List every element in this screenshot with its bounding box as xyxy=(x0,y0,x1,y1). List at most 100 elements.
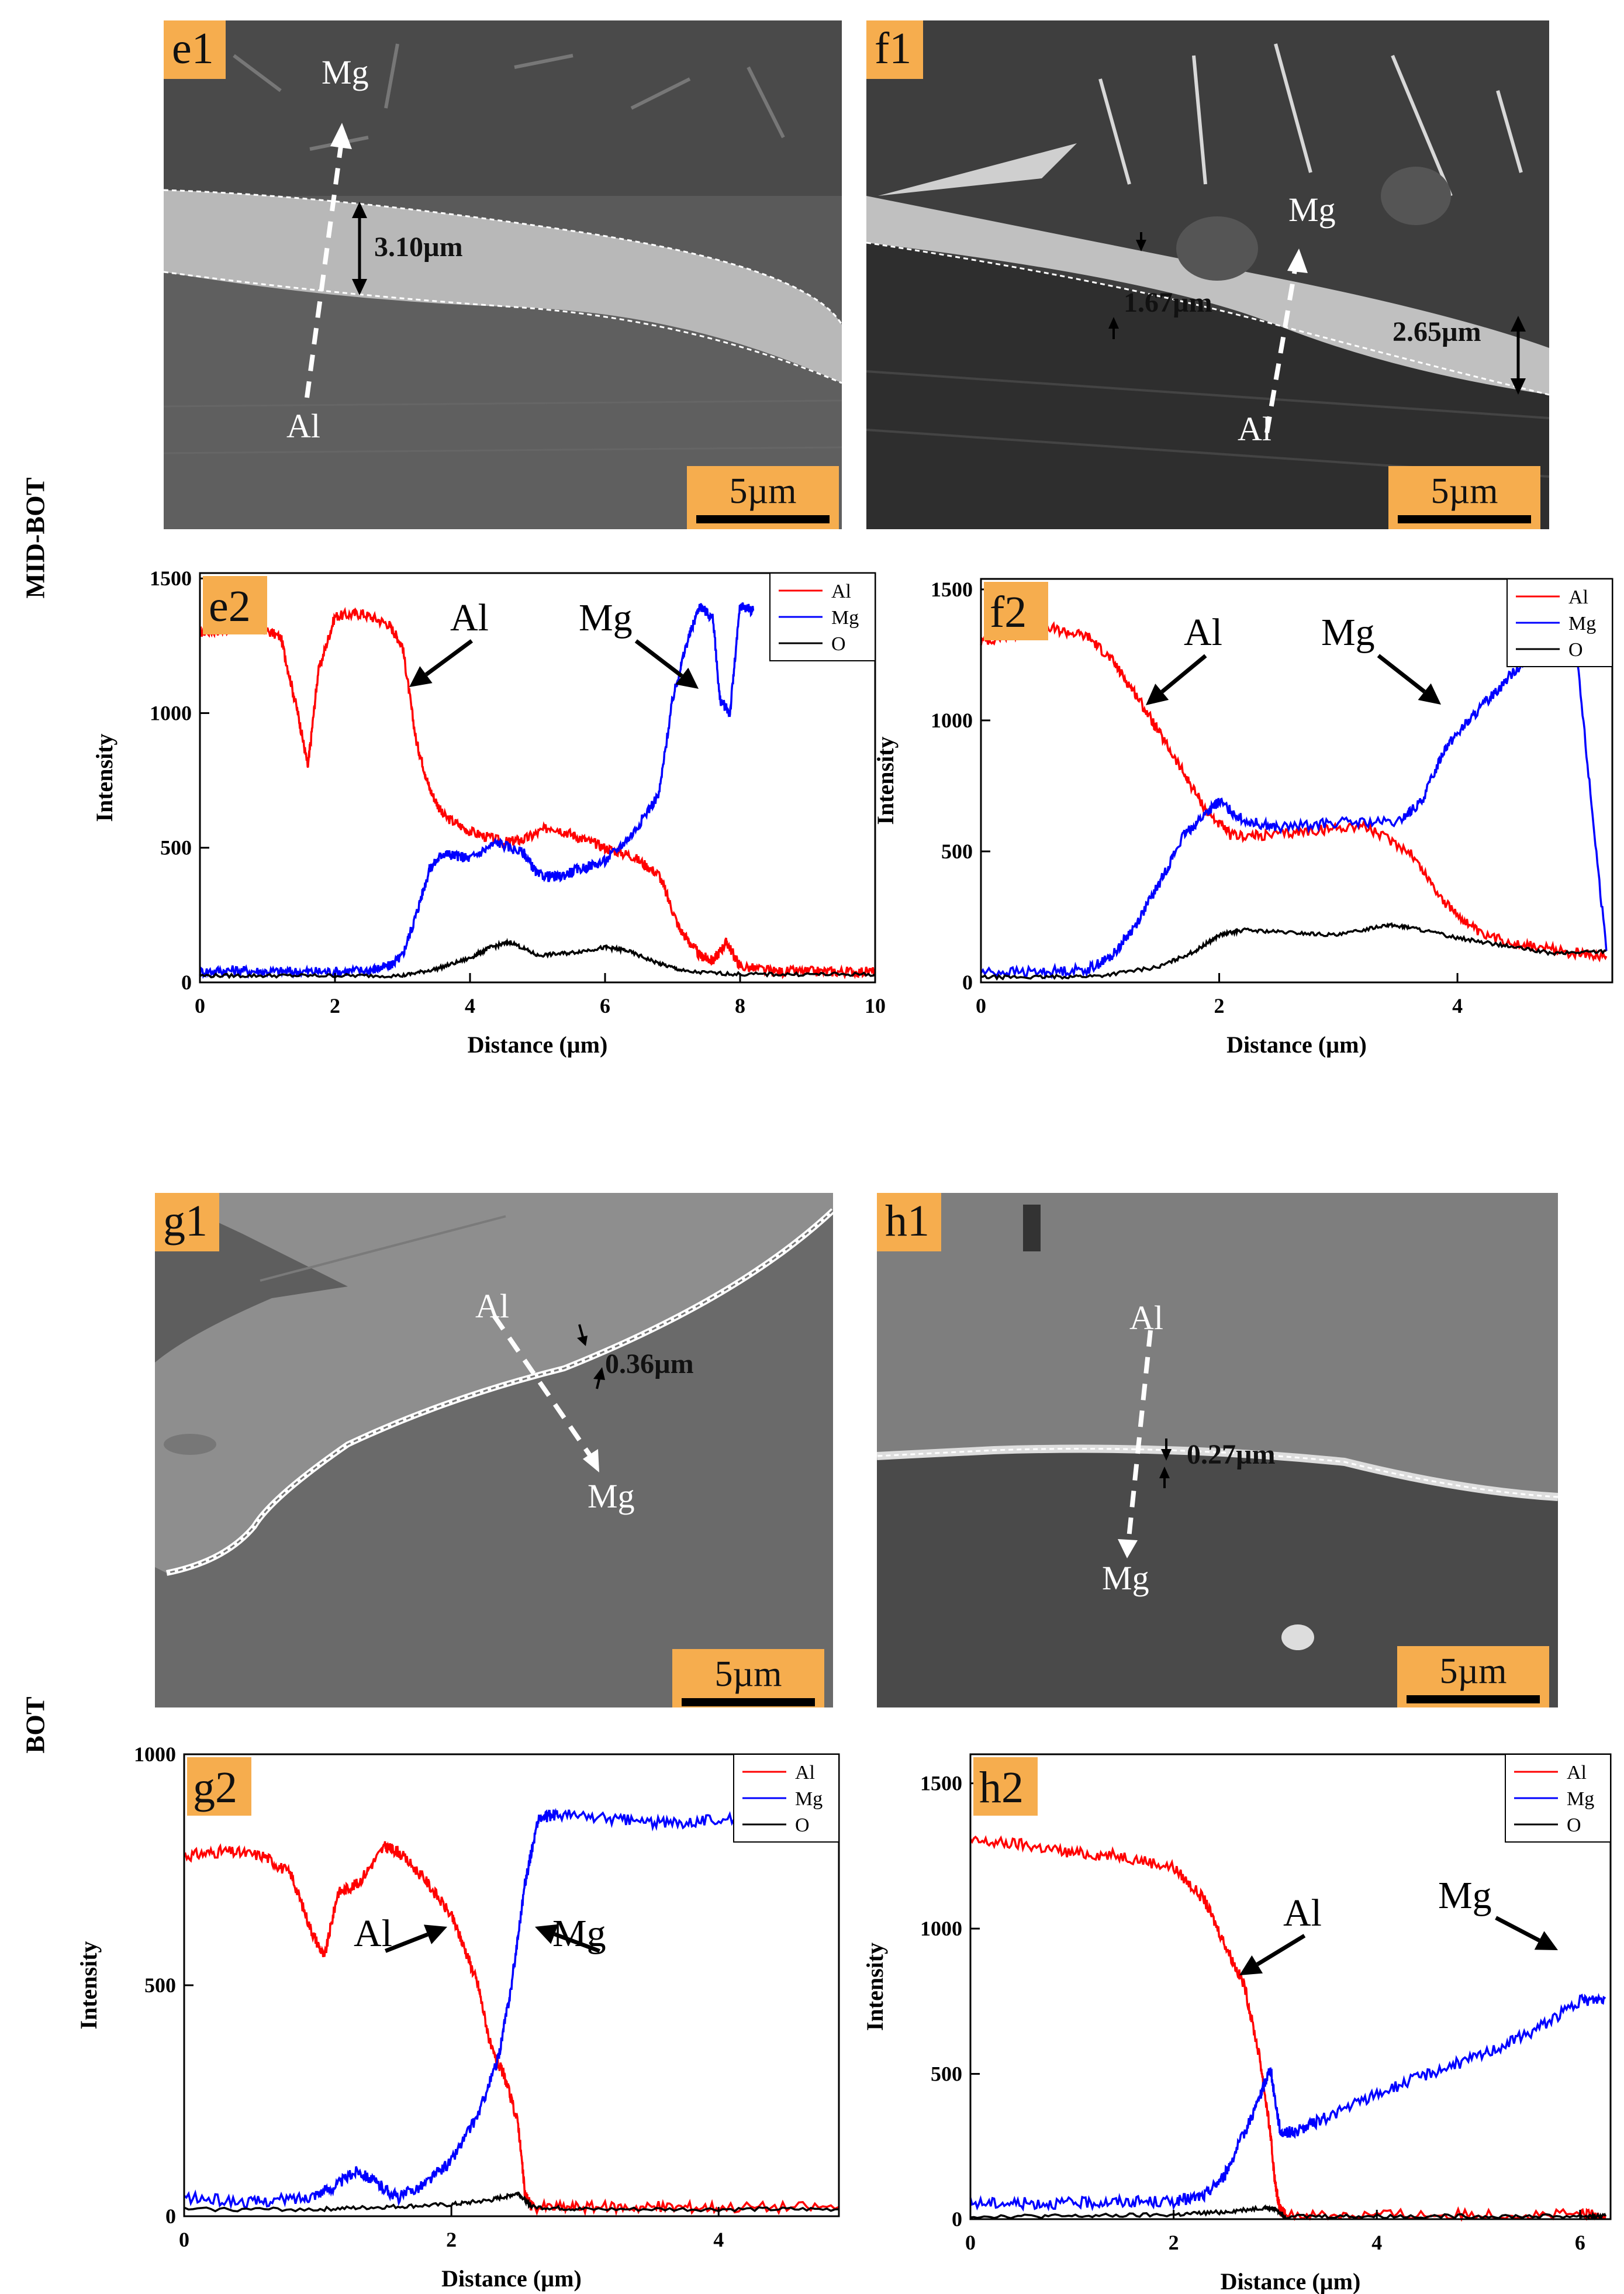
thickness-label: 1.67µm xyxy=(1124,287,1212,318)
panel-label-h1: h1 xyxy=(877,1193,941,1251)
y-tick-label: 1500 xyxy=(931,578,973,601)
scale-bar-line xyxy=(1398,515,1531,523)
annotation-label: Al xyxy=(1184,611,1222,654)
scale-bar-label: 5µm xyxy=(1439,1651,1507,1691)
panel-label: f2 xyxy=(990,588,1027,637)
x-tick-label: 2 xyxy=(1169,2231,1179,2254)
y-tick-label: 1500 xyxy=(920,1772,962,1795)
legend-label-o: O xyxy=(1567,1814,1581,1836)
legend-label-o: O xyxy=(795,1814,810,1836)
annotation-arrowhead xyxy=(1534,1931,1558,1950)
x-axis-label: Distance (µm) xyxy=(441,2265,582,2292)
annotation-arrow xyxy=(385,1932,429,1953)
chart-g2: 0 2 4 0 500 1000 Distance (µm) Intensity g2 Al Mg O… xyxy=(35,1725,842,2292)
line-scan-arrow xyxy=(305,123,367,398)
scale-bar: 5µm xyxy=(672,1649,824,1707)
scale-bar-line xyxy=(1407,1695,1540,1703)
x-tick-label: 0 xyxy=(195,994,205,1017)
legend-label-mg: Mg xyxy=(831,607,859,629)
y-axis-label: Intensity xyxy=(862,1943,888,2031)
y-tick-label: 0 xyxy=(962,971,973,994)
panel-label: e2 xyxy=(209,582,251,631)
y-tick-label: 1000 xyxy=(150,701,192,725)
annotation-label: Mg xyxy=(1438,1874,1492,1917)
thickness-label: 0.36µm xyxy=(605,1348,694,1379)
x-tick-label: 4 xyxy=(465,994,475,1017)
y-tick-label: 0 xyxy=(181,971,192,994)
y-tick-label: 500 xyxy=(160,836,192,860)
chart-h2: 0 2 4 6 0 500 1000 1500 Distance (µm) Intensity h2… xyxy=(848,1725,1613,2294)
x-tick-label: 6 xyxy=(1575,2231,1585,2254)
annotation-arrow xyxy=(424,639,474,677)
panel-label-box xyxy=(203,576,267,634)
sem-texture xyxy=(877,1193,1558,1707)
legend-label-al: Al xyxy=(1567,1762,1587,1784)
y-axis-label: Intensity xyxy=(872,736,899,825)
sem-image-g1: g1 Al Mg 0.36µm 5µm xyxy=(155,1193,833,1707)
series-line-al xyxy=(199,606,876,979)
annotation-arrow xyxy=(1377,654,1426,694)
annotation-arrow xyxy=(1256,1934,1306,1967)
series-line-o xyxy=(184,2191,839,2213)
annotation-arrowhead xyxy=(535,1924,559,1944)
panel-label-box xyxy=(973,1757,1038,1816)
legend-label-o: O xyxy=(831,633,846,655)
scale-bar-label: 5µm xyxy=(729,471,797,511)
series-line-mg xyxy=(969,1993,1606,2212)
line-scan-arrow xyxy=(1108,232,1526,433)
annotation-arrowhead xyxy=(1239,1955,1263,1975)
scale-bar-line xyxy=(696,515,830,523)
x-tick-label: 2 xyxy=(446,2228,457,2251)
annotation-arrowhead xyxy=(1418,683,1441,705)
thickness-label: 0.27µm xyxy=(1187,1439,1276,1470)
x-tick-label: 4 xyxy=(1452,994,1463,1017)
sem-texture xyxy=(164,20,842,529)
series-line-al xyxy=(980,621,1608,963)
x-tick-label: 4 xyxy=(1371,2231,1382,2254)
thickness-label: 3.10µm xyxy=(374,232,463,263)
scale-bar-label: 5µm xyxy=(714,1654,782,1694)
annotation-arrowhead xyxy=(423,1924,447,1944)
y-axis-label: Intensity xyxy=(75,1941,102,2029)
annotation-arrow xyxy=(1495,1916,1540,1943)
scale-bar: 5µm xyxy=(1397,1646,1549,1707)
annotation-arrow xyxy=(554,1932,600,1953)
annotation-arrow xyxy=(1160,654,1207,694)
label-al: Al xyxy=(1238,410,1271,448)
y-axis-label: Intensity xyxy=(91,733,118,822)
x-axis-label: Distance (µm) xyxy=(1221,2268,1361,2294)
x-tick-label: 0 xyxy=(965,2231,976,2254)
series-line-mg xyxy=(980,647,1608,981)
label-al: Al xyxy=(475,1287,509,1325)
panel-label-e1: e1 xyxy=(164,20,226,79)
y-tick-label: 0 xyxy=(165,2205,176,2228)
panel-label-f1: f1 xyxy=(866,20,924,79)
y-tick-label: 1000 xyxy=(920,1917,962,1940)
series-line-o xyxy=(980,922,1607,981)
x-tick-label: 10 xyxy=(865,994,886,1017)
legend-label-mg: Mg xyxy=(795,1788,823,1810)
label-mg: Mg xyxy=(1288,191,1336,229)
legend-label-mg: Mg xyxy=(1567,1788,1594,1810)
plot-frame xyxy=(969,1753,1612,2220)
legend-label-mg: Mg xyxy=(1568,613,1596,634)
y-tick-label: 500 xyxy=(941,840,973,863)
series-line-o xyxy=(199,937,876,979)
annotation-arrowhead xyxy=(409,666,433,687)
annotation-label: Mg xyxy=(552,1912,606,1955)
sem-image-f1: f1 Mg Al 1.67µm 2.65µm 5µm xyxy=(866,20,1549,529)
y-tick-label: 0 xyxy=(952,2207,962,2231)
legend-label-al: Al xyxy=(831,581,851,602)
y-tick-label: 500 xyxy=(931,2062,962,2086)
x-tick-label: 4 xyxy=(713,2228,724,2251)
annotation-arrowhead xyxy=(1146,684,1169,705)
line-scan-arrow xyxy=(1118,1330,1172,1558)
series-line-al xyxy=(183,1841,839,2217)
x-tick-label: 0 xyxy=(179,2228,189,2251)
y-tick-label: 1500 xyxy=(150,567,192,590)
panel-label-box xyxy=(984,582,1048,640)
y-tick-label: 1000 xyxy=(931,709,973,732)
legend-label-o: O xyxy=(1568,639,1583,661)
label-mg: Mg xyxy=(322,53,369,91)
y-tick-label: 1000 xyxy=(134,1743,176,1766)
